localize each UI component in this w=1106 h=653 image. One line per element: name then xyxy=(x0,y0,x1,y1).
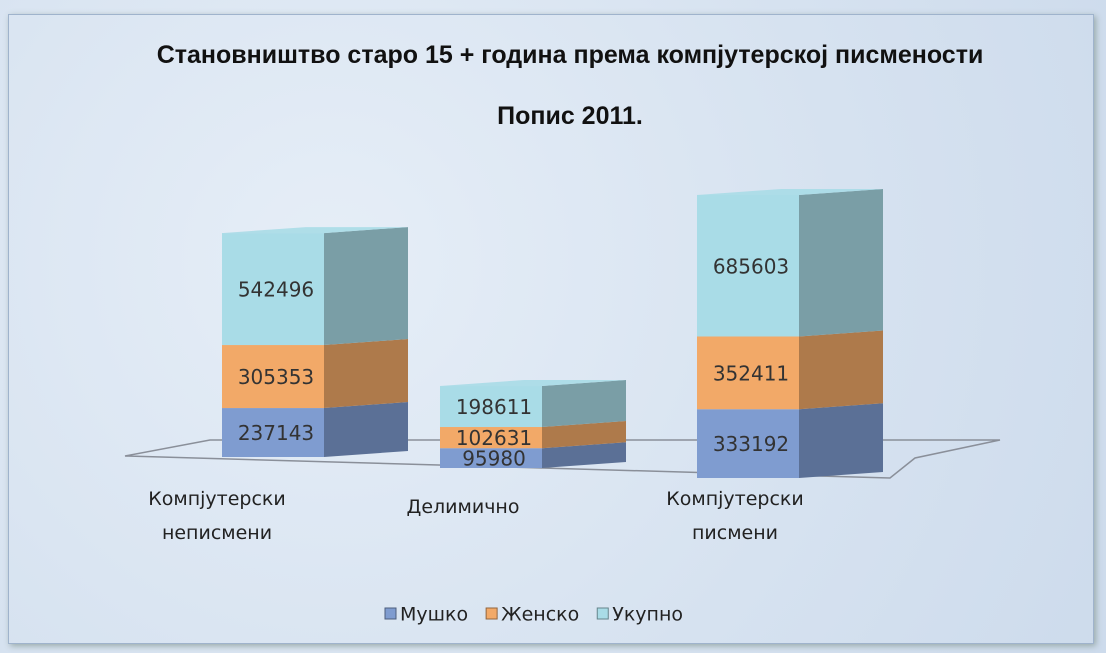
bar xyxy=(697,409,799,478)
bar-side xyxy=(799,403,883,478)
bar xyxy=(222,233,324,346)
data-label: 305353 xyxy=(238,365,314,389)
data-label: 198611 xyxy=(456,395,532,419)
data-label: 542496 xyxy=(238,278,314,302)
legend-label: Женско xyxy=(501,604,579,626)
bar xyxy=(697,195,799,337)
x-tick-label: Делимично xyxy=(406,496,520,518)
bar-side xyxy=(542,442,626,468)
chart-subtitle: Попис 2011. xyxy=(497,102,643,130)
bar xyxy=(440,427,542,449)
bar-side xyxy=(324,227,408,346)
x-tick-label: Компјутерски неписмени xyxy=(148,488,286,544)
bar-side xyxy=(799,330,883,410)
legend-swatch xyxy=(596,607,609,620)
bar-top xyxy=(697,189,883,195)
bar-top xyxy=(222,227,408,234)
bar-side xyxy=(542,421,626,449)
bar-side xyxy=(542,380,626,428)
legend-swatch xyxy=(384,607,397,620)
bar-side xyxy=(324,402,408,457)
data-label: 102631 xyxy=(456,426,532,450)
bar xyxy=(440,386,542,428)
data-label: 352411 xyxy=(713,361,789,385)
x-tick-label: Компјутерски писмени xyxy=(666,488,804,544)
legend-label: Мушко xyxy=(400,604,468,626)
data-label: 685603 xyxy=(713,254,789,278)
bar-side xyxy=(324,339,408,409)
legend-swatch xyxy=(485,607,498,620)
bar xyxy=(222,345,324,409)
data-label: 333192 xyxy=(713,432,789,456)
bar xyxy=(222,408,324,457)
data-label: 95980 xyxy=(462,447,526,471)
bar-top xyxy=(440,380,626,387)
frame xyxy=(8,14,1094,644)
bar-side xyxy=(799,189,883,337)
legend-label: Укупно xyxy=(612,604,683,626)
bar xyxy=(697,336,799,410)
data-label: 237143 xyxy=(238,421,314,445)
bar xyxy=(440,448,542,468)
chart-title: Становништво старо 15 + година према ком… xyxy=(156,41,984,69)
